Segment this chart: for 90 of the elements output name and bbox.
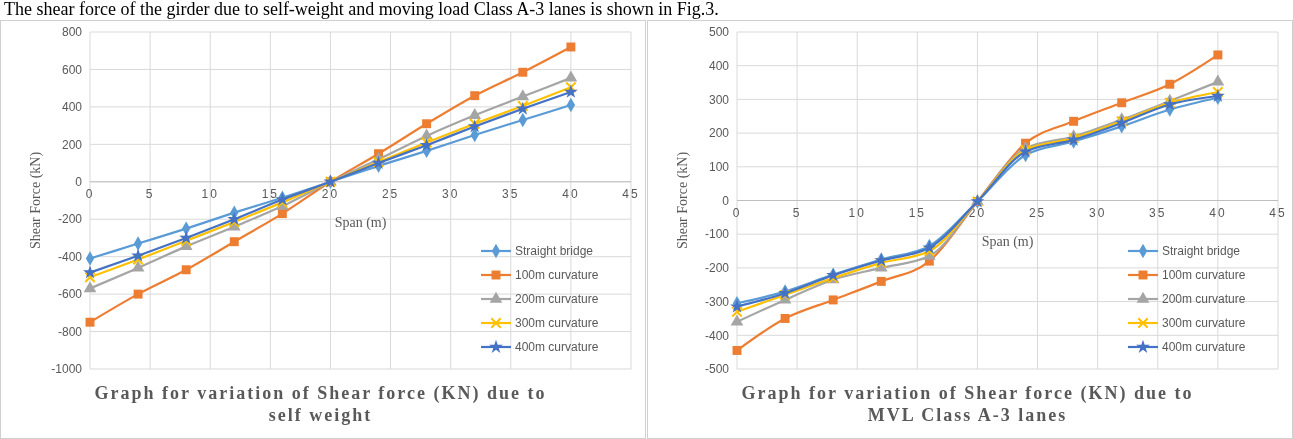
x-tick-label: 0 — [732, 205, 742, 220]
point — [181, 265, 191, 275]
y-tick-label: -300 — [704, 294, 730, 309]
y-tick-label: 500 — [708, 25, 730, 40]
y-tick-label: -800 — [57, 324, 83, 339]
point — [229, 237, 239, 247]
point — [277, 209, 287, 219]
y-tick-label: 200 — [61, 137, 83, 152]
legend-label: Straight bridge — [1162, 244, 1241, 259]
y-tick-label: -100 — [704, 227, 730, 242]
x-tick-label: 10 — [848, 205, 866, 220]
x-tick-label: 20 — [321, 186, 340, 201]
x-tick-label: 30 — [441, 186, 460, 201]
x-tick-label: 0 — [85, 186, 95, 201]
point — [518, 67, 528, 77]
y-tick-label: -200 — [57, 212, 83, 227]
point — [227, 211, 242, 226]
point — [422, 119, 432, 129]
point — [516, 89, 530, 101]
y-tick-label: -600 — [57, 287, 83, 302]
legend-label: 200m curvature — [515, 292, 599, 307]
point — [131, 260, 145, 272]
y-axis-title: Shear Force (kN) — [28, 151, 44, 250]
x-tick-label: 35 — [1149, 205, 1167, 220]
legend-label: 100m curvature — [1162, 268, 1246, 283]
point — [1165, 79, 1175, 89]
y-tick-label: 100 — [708, 160, 730, 174]
x-tick-label: 45 — [1269, 205, 1287, 220]
point — [1211, 74, 1225, 86]
point — [83, 281, 97, 293]
x-tick-label: 5 — [792, 205, 802, 220]
y-tick-label: 400 — [708, 58, 730, 73]
point — [133, 289, 143, 299]
y-tick-label: -400 — [57, 249, 83, 264]
x-tick-label: 35 — [502, 186, 520, 201]
point — [179, 230, 194, 244]
legend-label: 300m curvature — [515, 316, 599, 331]
x-axis-title: Span (m) — [334, 214, 387, 231]
point — [780, 313, 790, 323]
y-axis-title: Shear Force (kN) — [675, 151, 691, 250]
text: The shear force of the girder due to self-weight and moving load Class A-3 lanes is shown in Fig.3. — [4, 0, 719, 19]
y-tick-label: 200 — [708, 126, 730, 141]
point — [131, 248, 146, 262]
legend-label: 200m curvature — [1162, 292, 1246, 307]
legend-label: Straight bridge — [515, 244, 594, 259]
point — [1212, 86, 1224, 98]
x-tick-label: 40 — [1209, 205, 1227, 220]
point — [828, 295, 838, 305]
point — [564, 70, 578, 82]
x-tick-label: 25 — [1028, 205, 1047, 220]
point — [732, 345, 742, 355]
x-tick-label: 25 — [381, 186, 400, 201]
y-tick-label: -200 — [704, 261, 730, 276]
point — [470, 91, 480, 101]
x-tick-label: 30 — [1088, 205, 1107, 220]
x-tick-label: 15 — [908, 205, 927, 220]
legend-label: 100m curvature — [515, 268, 599, 283]
point — [563, 84, 578, 98]
legend-label: 400m curvature — [515, 340, 599, 355]
point — [1117, 98, 1127, 108]
point — [85, 317, 95, 327]
point — [1213, 50, 1223, 60]
x-tick-label: 10 — [201, 186, 219, 201]
point — [1069, 116, 1079, 126]
y-tick-label: 300 — [708, 92, 730, 107]
point — [730, 314, 744, 326]
legend-label: 300m curvature — [1162, 316, 1246, 331]
y-tick-label: -500 — [704, 362, 730, 377]
x-tick-label: 5 — [145, 186, 155, 201]
point — [565, 81, 577, 93]
x-axis-title: Span (m) — [981, 233, 1034, 250]
x-tick-label: 15 — [261, 186, 280, 201]
point — [876, 276, 886, 286]
point — [84, 271, 96, 283]
y-tick-label: 0 — [75, 174, 83, 189]
point — [731, 305, 743, 318]
point — [180, 235, 192, 247]
y-tick-label: 800 — [61, 25, 83, 40]
legend-label: 400m curvature — [1162, 340, 1246, 355]
text: Graph for variation of Shear force (KN) due to self weight — [94, 383, 547, 425]
y-tick-label: 600 — [61, 62, 83, 77]
text: Graph for variation of Shear force (KN) due to MVL Class A-3 lanes — [741, 383, 1194, 425]
y-tick-label: -1000 — [51, 362, 83, 377]
point — [566, 42, 576, 52]
x-tick-label: 40 — [562, 186, 580, 201]
x-tick-label: 45 — [622, 186, 640, 201]
point — [468, 107, 482, 119]
point — [83, 265, 97, 279]
y-tick-label: -400 — [704, 328, 730, 343]
y-tick-label: 400 — [61, 100, 83, 115]
